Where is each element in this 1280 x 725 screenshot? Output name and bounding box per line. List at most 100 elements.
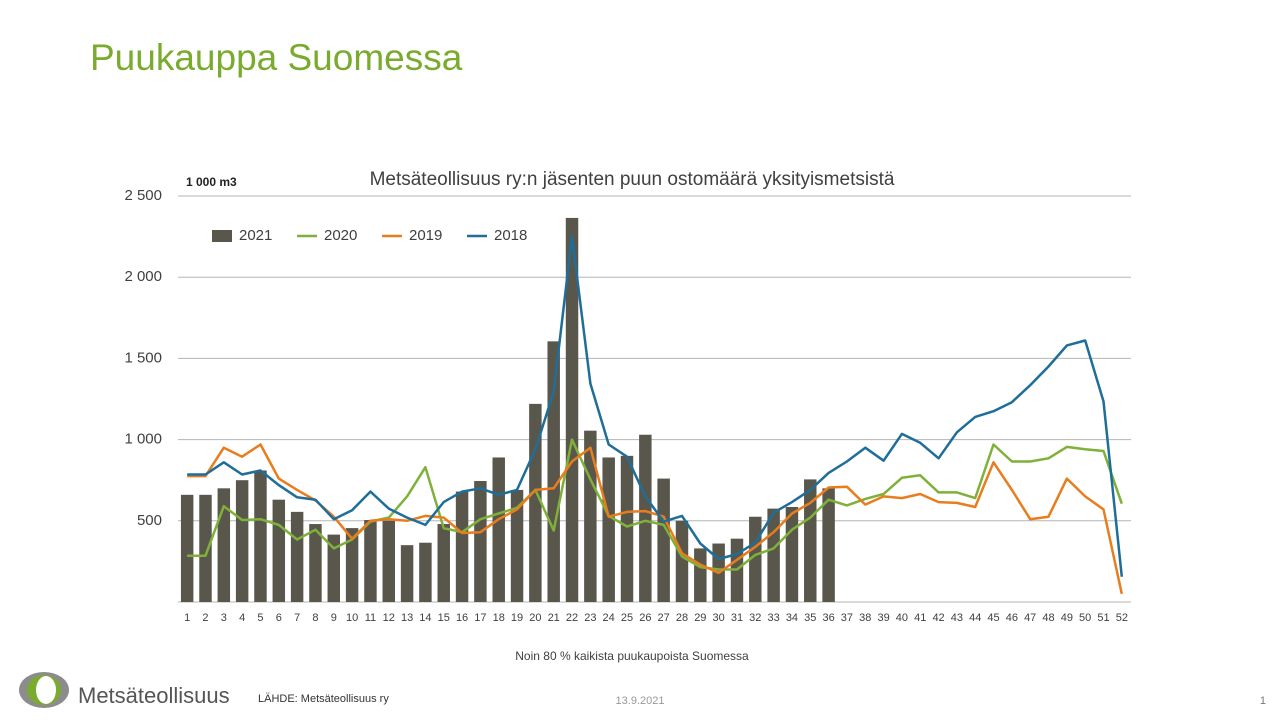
- x-tick-label: 48: [1042, 612, 1054, 624]
- line: [187, 235, 1124, 577]
- line: [187, 443, 1124, 595]
- legend-label: 2019: [409, 227, 442, 244]
- x-tick-label: 21: [548, 612, 560, 624]
- x-tick-label: 40: [896, 612, 908, 624]
- bar: [345, 528, 359, 602]
- bar: [675, 520, 689, 602]
- x-tick-label: 18: [493, 612, 505, 624]
- bar: [474, 481, 487, 602]
- x-tick-label: 46: [1006, 612, 1018, 624]
- bar: [767, 508, 780, 602]
- x-tick-label: 1: [184, 612, 190, 624]
- bar: [272, 499, 286, 602]
- x-tick-label: 20: [529, 612, 541, 624]
- bar: [180, 494, 194, 602]
- x-tick-label: 49: [1061, 612, 1073, 624]
- chart-title: Metsäteollisuus ry:n jäsenten puun ostom…: [370, 169, 895, 190]
- x-tick-label: 25: [621, 612, 633, 624]
- bar: [694, 548, 707, 602]
- y-tick-label: 1 500: [124, 349, 162, 366]
- x-tick-label: 22: [566, 612, 578, 624]
- x-tick-label: 47: [1024, 612, 1036, 624]
- x-tick-label: 51: [1097, 612, 1109, 624]
- x-tick-label: 15: [438, 612, 450, 624]
- x-tick-label: 24: [603, 612, 615, 624]
- bar: [254, 470, 267, 602]
- x-tick-label: 7: [294, 612, 300, 624]
- x-tick-label: 19: [511, 612, 523, 624]
- logo-text: Metsäteollisuus: [78, 683, 230, 708]
- bar: [400, 545, 414, 602]
- bar: [492, 457, 505, 602]
- x-tick-label: 5: [257, 612, 263, 624]
- bar: [602, 457, 615, 602]
- unit-label: 1 000 m3: [186, 175, 237, 189]
- bar: [565, 217, 579, 602]
- x-tick-label: 28: [676, 612, 688, 624]
- y-tick-label: 2 500: [124, 187, 162, 204]
- bar: [455, 491, 469, 602]
- bar: [437, 524, 450, 602]
- x-tick-label: 43: [951, 612, 963, 624]
- logo-shape: [36, 676, 56, 704]
- bar: [290, 511, 304, 602]
- bar: [510, 489, 524, 602]
- x-tick-label: 26: [639, 612, 651, 624]
- slide-title: Puukauppa Suomessa: [90, 37, 463, 78]
- x-tick-label: 38: [859, 612, 871, 624]
- x-tick-label: 31: [731, 612, 743, 624]
- x-tick-label: 11: [365, 612, 376, 624]
- y-tick-label: 1 000: [124, 431, 162, 448]
- date: 13.9.2021: [616, 695, 665, 707]
- x-tick-label: 41: [914, 612, 926, 624]
- x-tick-label: 29: [694, 612, 706, 624]
- source: LÄHDE: Metsäteollisuus ry: [258, 693, 389, 705]
- x-tick-label: 50: [1079, 612, 1091, 624]
- x-tick-label: 42: [932, 612, 944, 624]
- bar: [584, 430, 597, 602]
- x-tick-label: 13: [401, 612, 413, 624]
- x-tick-label: 8: [312, 612, 318, 624]
- y-tick-label: 500: [137, 512, 162, 529]
- bar: [199, 494, 212, 602]
- x-tick-label: 27: [658, 612, 670, 624]
- x-tick-label: 12: [383, 612, 395, 624]
- x-tick-label: 37: [841, 612, 853, 624]
- x-tick-label: 4: [239, 612, 245, 624]
- bar: [327, 534, 341, 602]
- x-tick-label: 30: [713, 612, 725, 624]
- bar: [547, 341, 560, 602]
- x-tick-label: 2: [202, 612, 208, 624]
- x-tick-label: 39: [877, 612, 889, 624]
- bar: [639, 434, 652, 602]
- x-tick-label: 10: [346, 612, 358, 624]
- legend-swatch: [212, 230, 232, 242]
- x-tick-label: 6: [276, 612, 282, 624]
- bar: [309, 524, 322, 602]
- x-tick-label: 9: [331, 612, 337, 624]
- bar: [785, 506, 799, 602]
- x-tick-label: 14: [419, 612, 431, 624]
- bar: [804, 479, 817, 602]
- legend-label: 2021: [239, 227, 272, 244]
- legend-label: 2020: [324, 227, 357, 244]
- x-axis-label: Noin 80 % kaikista puukaupoista Suomessa: [515, 649, 749, 663]
- logo: [19, 672, 69, 708]
- x-tick-label: 23: [584, 612, 596, 624]
- bar: [235, 480, 249, 602]
- x-tick-label: 33: [768, 612, 780, 624]
- x-tick-label: 35: [804, 612, 816, 624]
- x-tick-label: 17: [474, 612, 486, 624]
- page-number: 1: [1260, 695, 1266, 707]
- x-tick-label: 44: [969, 612, 981, 624]
- y-tick-label: 2 000: [124, 268, 162, 285]
- bar: [364, 519, 377, 602]
- bar: [382, 520, 395, 602]
- x-tick-label: 52: [1116, 612, 1128, 624]
- x-tick-label: 34: [786, 612, 798, 624]
- x-tick-label: 3: [221, 612, 227, 624]
- x-tick-label: 16: [456, 612, 468, 624]
- x-tick-label: 45: [987, 612, 999, 624]
- x-tick-label: 36: [822, 612, 834, 624]
